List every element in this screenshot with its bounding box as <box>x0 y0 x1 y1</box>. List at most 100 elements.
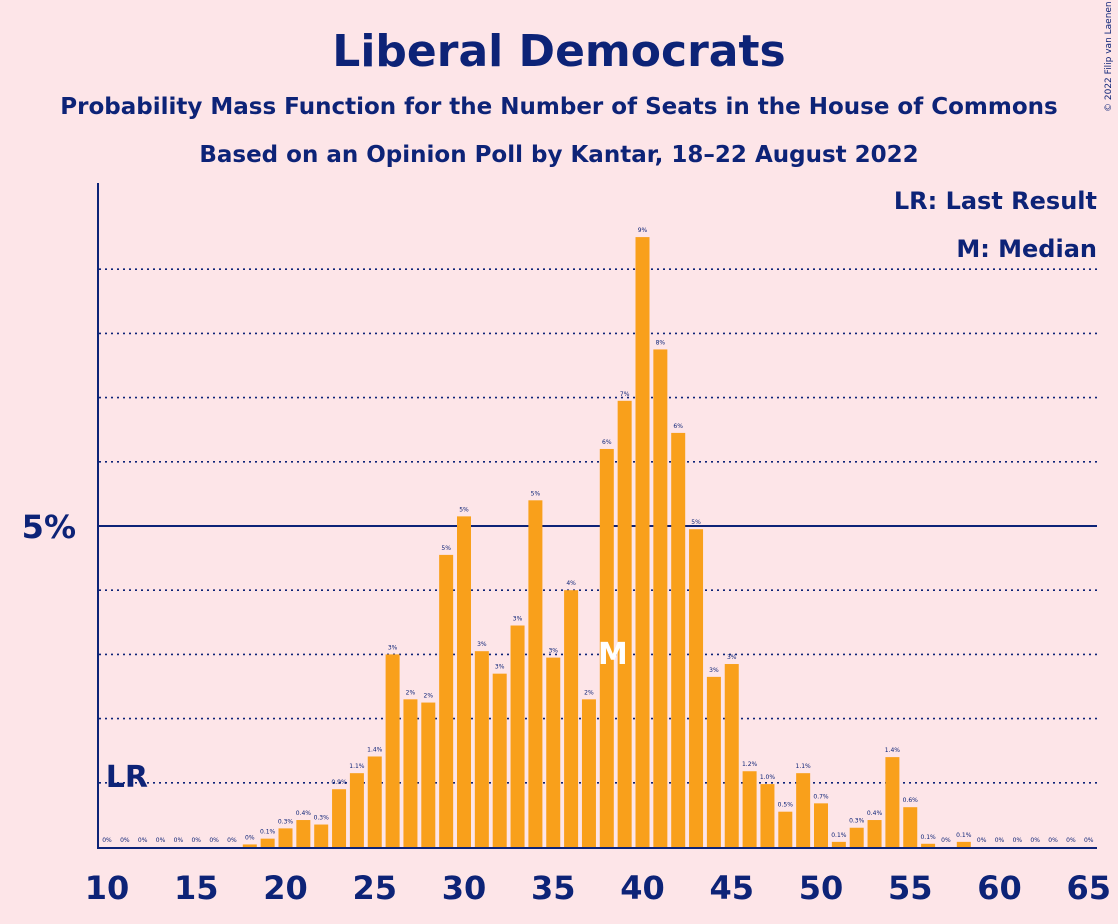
bar-label-seat-54: 1.4% <box>885 747 901 754</box>
bar-label-seat-22: 0.3% <box>314 815 330 822</box>
bar-seat-24 <box>349 773 364 847</box>
bar-seat-23 <box>332 789 347 847</box>
bar-label-seat-37: 2% <box>584 689 594 696</box>
bar-label-seat-57: 0% <box>941 837 951 844</box>
bar-seat-41 <box>653 349 668 847</box>
x-tick-30: 30 <box>442 869 487 907</box>
bar-label-seat-25: 1.4% <box>367 746 383 753</box>
bar-seat-45 <box>724 664 739 847</box>
bar-label-seat-17: 0% <box>227 837 237 844</box>
y-tick-label-5pct: 5% <box>22 508 76 546</box>
x-tick-20: 20 <box>263 869 308 907</box>
bar-label-seat-23: 0.9% <box>331 779 347 786</box>
bar-label-seat-52: 0.3% <box>849 818 865 825</box>
bar-label-seat-18: 0% <box>245 834 255 841</box>
bar-seat-58 <box>956 841 971 847</box>
bar-seat-28 <box>421 702 436 847</box>
x-tick-25: 25 <box>352 869 397 907</box>
bar-label-seat-49: 1.1% <box>796 763 812 770</box>
bar-label-seat-45: 3% <box>727 654 737 661</box>
bar-label-seat-47: 1.0% <box>760 774 776 781</box>
bar-label-seat-26: 3% <box>388 644 398 651</box>
bar-seat-46 <box>742 771 757 847</box>
bar-seat-56 <box>921 843 936 847</box>
bar-label-seat-63: 0% <box>1048 837 1058 844</box>
bar-label-seat-12: 0% <box>138 837 148 844</box>
bar-label-seat-60: 0% <box>995 837 1005 844</box>
x-tick-15: 15 <box>174 869 219 907</box>
legend-median: M: Median <box>956 235 1097 263</box>
bar-seat-30 <box>457 516 471 847</box>
x-tick-55: 55 <box>888 869 933 907</box>
bar-seat-36 <box>564 590 579 847</box>
last-result-marker: LR <box>106 760 148 795</box>
bar-seat-35 <box>546 657 561 847</box>
bar-seat-29 <box>439 554 454 847</box>
bar-label-seat-62: 0% <box>1030 837 1040 844</box>
x-tick-65: 65 <box>1066 869 1111 907</box>
bar-seat-40 <box>635 237 650 848</box>
bar-seat-38 <box>599 448 614 847</box>
bar-label-seat-28: 2% <box>424 693 434 700</box>
bar-label-seat-31: 3% <box>477 641 487 648</box>
x-tick-35: 35 <box>531 869 576 907</box>
x-tick-60: 60 <box>977 869 1022 907</box>
bar-seat-18 <box>242 844 257 847</box>
x-tick-40: 40 <box>620 869 665 907</box>
bar-label-seat-14: 0% <box>174 837 184 844</box>
bar-label-seat-10: 0% <box>102 837 112 844</box>
bar-label-seat-11: 0% <box>120 837 130 844</box>
bar-label-seat-34: 5% <box>531 490 541 497</box>
bar-seat-27 <box>403 699 418 847</box>
bar-label-seat-27: 2% <box>406 689 416 696</box>
bar-label-seat-51: 0.1% <box>831 832 847 839</box>
bar-seat-48 <box>778 811 793 847</box>
bar-label-seat-24: 1.1% <box>349 763 365 770</box>
bar-label-seat-38: 6% <box>602 439 612 446</box>
bar-label-seat-39: 7% <box>620 391 630 398</box>
bar-seat-33 <box>510 625 525 847</box>
bar-seat-49 <box>796 773 811 847</box>
bar-label-seat-61: 0% <box>1013 837 1023 844</box>
bar-seat-39 <box>617 400 632 847</box>
bar-seat-26 <box>385 654 400 847</box>
bar-label-seat-43: 5% <box>691 519 701 526</box>
bar-label-seat-55: 0.6% <box>903 797 919 804</box>
bar-label-seat-30: 5% <box>459 506 469 513</box>
bar-label-seat-13: 0% <box>156 837 166 844</box>
bar-seat-21 <box>296 820 311 847</box>
bar-label-seat-19: 0.1% <box>260 829 276 836</box>
bar-label-seat-33: 3% <box>513 616 523 623</box>
bar-seat-54 <box>885 757 900 847</box>
bar-value-labels: 0% 0% 0% 0% 0% 0% 0% 0% 0%0.1%0.3%0.4%0.3%0.9%1.… <box>102 227 1094 844</box>
bar-label-seat-21: 0.4% <box>296 810 312 817</box>
bar-seat-20 <box>278 828 293 847</box>
bar-seat-25 <box>367 756 382 847</box>
bar-label-seat-40: 9% <box>638 227 648 234</box>
bar-label-seat-65: 0% <box>1084 837 1094 844</box>
axes <box>97 183 1097 849</box>
copyright-note: © 2022 Filip van Laenen <box>1104 1 1114 112</box>
bar-seat-51 <box>831 841 846 847</box>
bar-label-seat-16: 0% <box>209 837 219 844</box>
bar-label-seat-32: 3% <box>495 664 505 671</box>
bar-label-seat-36: 4% <box>566 580 576 587</box>
x-tick-45: 45 <box>709 869 754 907</box>
bar-seat-22 <box>314 824 329 847</box>
bar-label-seat-44: 3% <box>709 667 719 674</box>
x-tick-50: 50 <box>799 869 844 907</box>
bars <box>242 237 971 848</box>
chart-title: Liberal Democrats <box>332 26 785 77</box>
bar-seat-34 <box>528 500 543 847</box>
bar-seat-42 <box>671 432 686 847</box>
bar-seat-55 <box>903 807 918 847</box>
bar-seat-47 <box>760 784 775 847</box>
bar-label-seat-15: 0% <box>191 837 201 844</box>
bar-label-seat-42: 6% <box>673 423 683 430</box>
bar-seat-32 <box>492 673 507 847</box>
bar-seat-52 <box>849 827 864 847</box>
bar-label-seat-41: 8% <box>656 339 666 346</box>
bar-seat-50 <box>814 803 828 847</box>
bar-label-seat-64: 0% <box>1066 837 1076 844</box>
